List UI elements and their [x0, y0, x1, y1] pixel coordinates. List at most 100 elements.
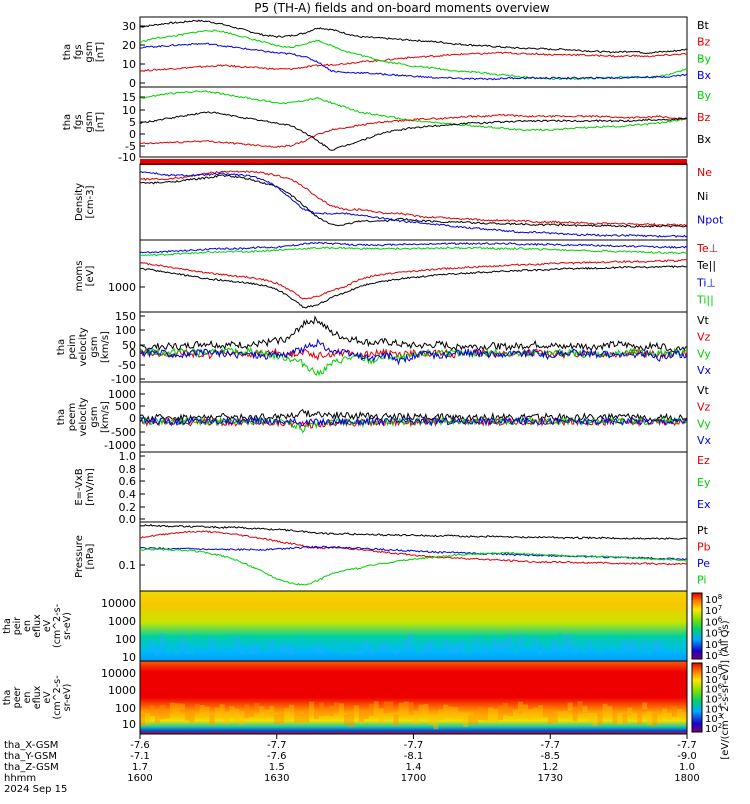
spectrogram-texture	[572, 706, 578, 722]
spectrogram-texture	[333, 702, 339, 710]
orbit-row-value: -7.7	[677, 740, 697, 751]
legend-label: Te||	[696, 259, 716, 272]
spectrogram-texture	[642, 638, 648, 650]
spectrogram-texture	[493, 709, 499, 723]
spectrogram-texture	[498, 641, 503, 652]
spectrogram-texture	[677, 708, 683, 715]
spectrogram-texture	[617, 712, 623, 725]
y-tick-label: 1000	[108, 281, 136, 294]
series-Ne-line	[140, 170, 687, 227]
spectrogram-texture	[179, 636, 185, 649]
spectrogram-texture	[637, 642, 643, 652]
legend-label: Vy	[697, 417, 711, 430]
y-axis-label: Density	[74, 183, 85, 221]
spectrogram-texture	[239, 711, 245, 725]
spectrogram-y-label: eflux	[32, 685, 43, 709]
spectrogram-texture	[547, 639, 553, 651]
orbit-row-value: -7.1	[130, 751, 150, 762]
y-tick-label: -5	[125, 140, 136, 153]
spectrogram-texture	[294, 638, 300, 650]
spectrogram-texture	[508, 707, 513, 717]
spectrogram-texture	[269, 640, 275, 651]
spectrogram-texture	[532, 707, 538, 718]
y-axis-label: gsm	[89, 336, 100, 357]
spectrogram-texture	[612, 712, 618, 724]
y-tick-label: 0	[129, 77, 136, 90]
spectrogram-texture	[229, 706, 235, 714]
figure-title: P5 (TH-A) fields and on-board moments ov…	[254, 1, 550, 15]
spectrogram-texture	[622, 714, 628, 723]
spectrogram-image	[140, 591, 687, 661]
spectrogram-texture	[612, 636, 618, 649]
orbit-row-value: 1800	[674, 773, 699, 784]
spectrogram-texture	[413, 711, 419, 724]
spectrogram-texture	[239, 648, 245, 655]
orbit-row-value: 1730	[538, 773, 563, 784]
spectrogram-texture	[423, 643, 429, 653]
colorbar	[691, 592, 703, 660]
legend-label: Ey	[697, 476, 711, 489]
spectrogram-texture	[522, 704, 528, 717]
spectrogram-texture	[204, 706, 210, 714]
spectrogram-texture	[274, 640, 280, 651]
series-Vt-line	[140, 315, 687, 353]
spectrogram-texture	[667, 713, 673, 720]
orbit-row-value: -7.6	[267, 751, 287, 762]
spectrogram-texture	[562, 710, 568, 719]
spectrogram-texture	[154, 710, 160, 724]
y-tick-label: 0.2	[119, 501, 137, 514]
legend-label: Vz	[697, 401, 711, 414]
y-tick-label: 0.4	[119, 488, 137, 501]
spectrogram-texture	[219, 704, 225, 718]
spectrogram-texture	[458, 641, 464, 651]
y-tick-label: 0	[129, 347, 136, 360]
spectrogram-texture	[552, 713, 558, 723]
y-axis-label: peem	[67, 403, 78, 431]
series-Bx-line	[140, 111, 687, 151]
spectrogram-texture	[343, 647, 349, 654]
spectrogram-texture	[672, 639, 678, 651]
orbit-row-value: -8.1	[404, 751, 424, 762]
spectrogram-texture	[647, 711, 653, 726]
spectrogram-texture	[353, 648, 359, 655]
y-tick-label: 50	[122, 339, 136, 352]
spectrogram-1: 10000 1000 100 10 tha peir en eflux eV (cm^2-s-sr…	[2, 590, 723, 664]
orbit-row-value: 1.2	[542, 762, 558, 773]
spectrogram-texture	[348, 644, 354, 653]
y-tick-label: 500	[115, 400, 136, 413]
orbit-row-value: 1.5	[269, 762, 285, 773]
spectrogram-texture	[418, 644, 424, 653]
legend-label: Vx	[697, 364, 712, 377]
spectrogram-texture	[234, 636, 240, 649]
spectrogram-texture	[348, 713, 354, 728]
y-tick-label: 10	[122, 58, 136, 71]
spectrogram-texture	[314, 712, 319, 720]
colorbar-tick-exponent: 7	[718, 673, 722, 681]
y-tick-label: 0.0	[119, 513, 137, 526]
series-By-line	[140, 90, 687, 132]
spectrogram-2: 10000 1000 100 10 tha peer en eflux eV (cm^2-s-sr…	[2, 660, 723, 735]
legend-label: Ez	[697, 454, 710, 467]
spectrogram-y-label: eV	[42, 619, 53, 632]
spectrogram-texture	[338, 648, 344, 655]
spectrogram-texture	[418, 704, 424, 714]
panel-4: 1000 moms [eV] Te⊥ Te|| Ti⊥ Ti||	[74, 239, 718, 313]
orbit-row-value: 1.7	[132, 762, 148, 773]
spectrogram-texture	[577, 701, 583, 711]
series-Pb-line	[140, 530, 687, 566]
spectrogram-texture	[214, 640, 220, 651]
spectrogram-texture	[149, 640, 155, 651]
spectrogram-texture	[398, 702, 404, 714]
y-axis-label: tha	[62, 44, 73, 60]
spectrogram-texture	[368, 703, 374, 716]
y-axis-label: [km/s]	[100, 401, 111, 433]
y-tick-label: 0	[129, 412, 136, 425]
spectrogram-texture	[254, 644, 260, 653]
spectrogram-texture	[289, 704, 295, 718]
spectrogram-texture	[682, 647, 687, 654]
y-tick-label: -100	[111, 373, 136, 386]
spectrogram-texture	[329, 706, 334, 716]
spectrogram-texture	[338, 703, 344, 716]
spectrogram-texture	[329, 643, 334, 653]
